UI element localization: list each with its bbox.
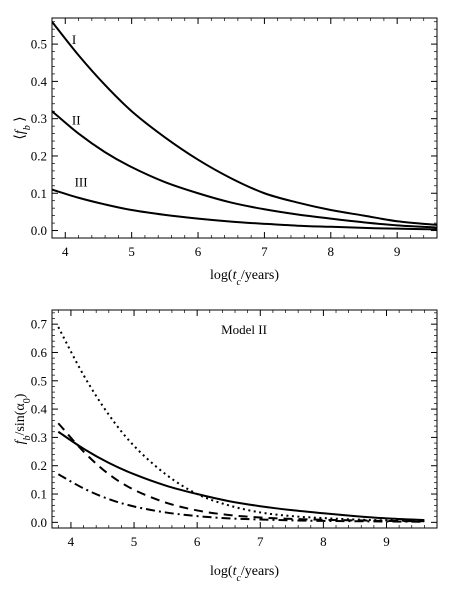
y-axis-label: fb/sin(α0) [13, 393, 33, 444]
series-line-I [52, 21, 437, 226]
x-tick-label: 7 [261, 244, 268, 259]
x-tick-label: 9 [383, 534, 390, 549]
y-tick-label: 0.0 [31, 223, 47, 238]
curve-label-III: III [75, 175, 88, 190]
y-tick-label: 0.7 [31, 317, 48, 332]
y-tick-label: 0.2 [31, 458, 47, 473]
y-axis-label: ⟨fb ⟩ [13, 116, 33, 139]
x-tick-label: 5 [128, 244, 135, 259]
y-tick-label: 0.1 [31, 186, 47, 201]
plot-frame [51, 309, 438, 529]
chart-panel-1: 4 5 6 7 8 90.00.10.20.30.40.5 IIIIIIlog(tc/yea… [13, 17, 438, 288]
series-line-dashdot-4 [57, 473, 425, 523]
y-tick-label: 0.4 [31, 402, 48, 417]
x-tick-label: 5 [131, 534, 138, 549]
x-tick-label: 9 [394, 244, 401, 259]
x-tick-label: 6 [195, 244, 202, 259]
x-tick-label: 8 [328, 244, 335, 259]
curve-label-II: II [72, 112, 81, 127]
y-tick-label: 0.2 [31, 148, 47, 163]
x-axis-label: log(tc/years) [210, 268, 279, 288]
x-tick-label: 4 [62, 244, 69, 259]
chart-title: Model II [221, 322, 267, 337]
y-tick-label: 0.5 [31, 373, 47, 388]
series-line-II [52, 110, 437, 229]
chart-panel-2: 4 5 6 7 8 9 0.0 0.1 0.2 0.3 0.4 0.5 0.6 0.7 Model II lo… [13, 309, 438, 584]
x-axis-label: log(tc/years) [210, 564, 279, 584]
x-tick-label: 7 [257, 534, 264, 549]
y-tick-label: 0.5 [31, 37, 47, 52]
y-tick-label: 0.6 [31, 345, 48, 360]
series-line-dotted-1 [57, 326, 425, 522]
x-tick-label: 4 [68, 534, 75, 549]
y-tick-label: 0.3 [31, 111, 47, 126]
y-tick-label: 0.0 [31, 515, 47, 530]
x-tick-label: 8 [320, 534, 327, 549]
plot-frame [51, 17, 438, 239]
curve-label-I: I [72, 32, 76, 47]
series-line-solid-2 [57, 430, 425, 522]
x-tick-label: 6 [194, 534, 201, 549]
y-tick-label: 0.3 [31, 430, 47, 445]
series-line-dashed-3 [57, 422, 425, 523]
y-tick-label: 0.1 [31, 487, 47, 502]
series-line-III [52, 188, 437, 231]
y-tick-label: 0.4 [31, 74, 48, 89]
